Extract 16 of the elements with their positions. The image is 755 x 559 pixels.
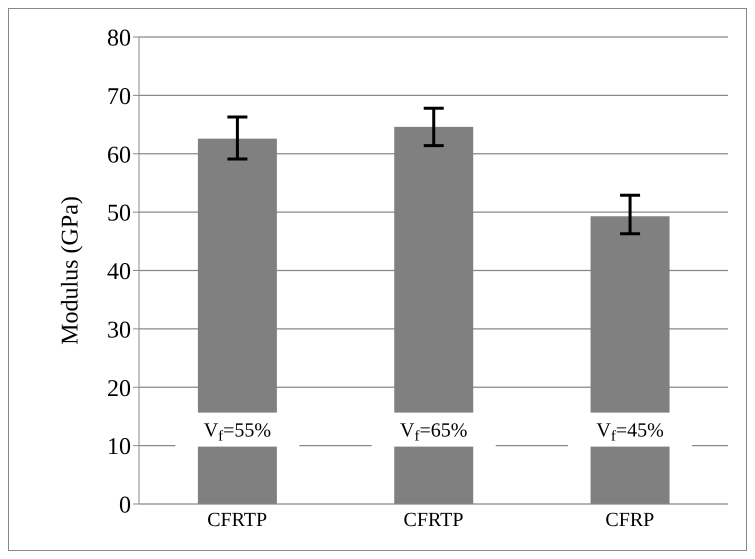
annotation: V$_{f}$=45% bbox=[596, 420, 664, 444]
y-tick-label: 30 bbox=[107, 317, 131, 344]
y-tick-label: 60 bbox=[107, 142, 131, 168]
x-tick-label: CFRTP bbox=[404, 509, 464, 532]
annotation: V$_{f}$=55% bbox=[204, 420, 272, 444]
x-tick-label: CFRP bbox=[605, 509, 654, 532]
y-tick-label: 0 bbox=[119, 492, 131, 519]
y-axis-title: Modulus (GPa) bbox=[58, 196, 84, 345]
y-tick-label: 40 bbox=[107, 259, 131, 286]
y-tick-label: 20 bbox=[107, 376, 131, 402]
x-tick-label: CFRTP bbox=[207, 509, 268, 532]
annotation: V$_{f}$=65% bbox=[400, 420, 468, 444]
y-tick-label: 10 bbox=[107, 434, 131, 460]
y-tick-label: 70 bbox=[107, 84, 131, 110]
y-tick-label: 80 bbox=[107, 26, 131, 52]
y-tick-label: 50 bbox=[107, 200, 131, 227]
